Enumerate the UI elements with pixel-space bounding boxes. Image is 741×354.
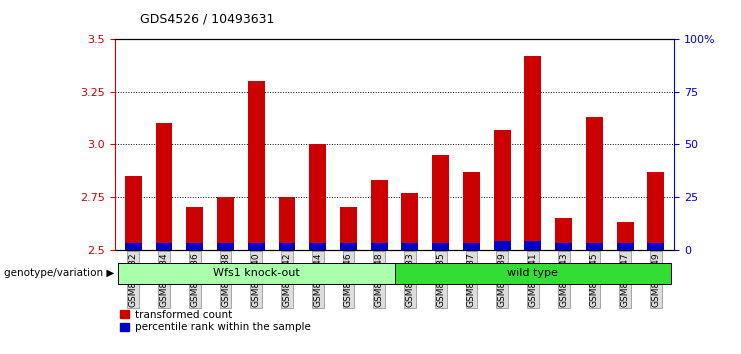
Bar <box>124 243 142 250</box>
Bar <box>555 218 572 250</box>
Bar <box>525 241 542 250</box>
Bar <box>494 130 511 250</box>
Bar <box>370 243 388 250</box>
Text: GDS4526 / 10493631: GDS4526 / 10493631 <box>140 12 275 25</box>
Bar <box>494 241 511 250</box>
Bar <box>156 123 173 250</box>
Bar <box>247 243 265 250</box>
Bar <box>432 243 449 250</box>
Bar <box>217 243 234 250</box>
Bar <box>555 243 572 250</box>
FancyBboxPatch shape <box>394 263 671 284</box>
Bar <box>186 243 203 250</box>
Bar <box>525 56 542 250</box>
Bar <box>340 207 357 250</box>
Bar <box>279 243 296 250</box>
Legend: transformed count, percentile rank within the sample: transformed count, percentile rank withi… <box>120 310 310 332</box>
Bar <box>402 243 419 250</box>
FancyBboxPatch shape <box>118 263 394 284</box>
Bar <box>124 176 142 250</box>
Text: wild type: wild type <box>508 268 559 279</box>
Bar <box>217 197 234 250</box>
Bar <box>586 117 603 250</box>
Bar <box>279 197 296 250</box>
Bar <box>340 243 357 250</box>
Bar <box>463 243 480 250</box>
Bar <box>617 243 634 250</box>
Bar <box>156 243 173 250</box>
Bar <box>648 172 665 250</box>
Bar <box>309 243 326 250</box>
Bar <box>370 180 388 250</box>
Bar <box>432 155 449 250</box>
Bar <box>402 193 419 250</box>
Bar <box>186 207 203 250</box>
Bar <box>586 243 603 250</box>
Bar <box>463 172 480 250</box>
Bar <box>617 222 634 250</box>
Bar <box>648 243 665 250</box>
Bar <box>247 81 265 250</box>
Text: genotype/variation ▶: genotype/variation ▶ <box>4 268 114 278</box>
Bar <box>309 144 326 250</box>
Text: Wfs1 knock-out: Wfs1 knock-out <box>213 268 299 279</box>
